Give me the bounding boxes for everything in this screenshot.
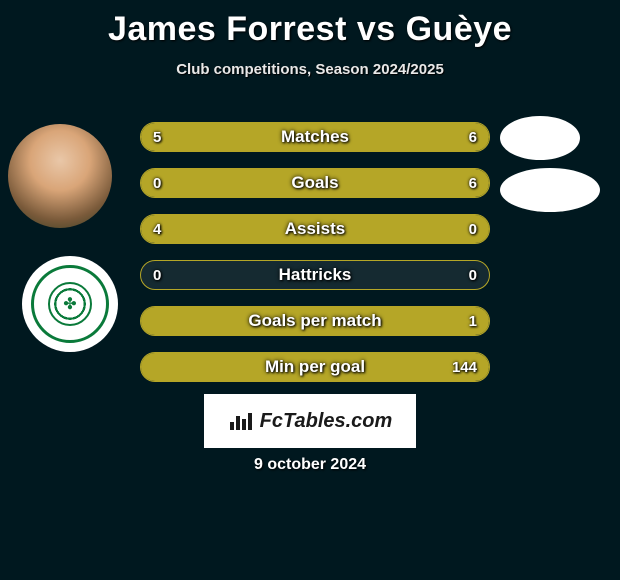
value-left: 0 [153,261,161,289]
metric-row: 56Matches [140,122,490,152]
value-right: 6 [469,169,477,197]
metric-row: 1Goals per match [140,306,490,336]
bar-right-fill [141,307,489,335]
metric-row: 40Assists [140,214,490,244]
value-right: 6 [469,123,477,151]
metric-row: 06Goals [140,168,490,198]
value-right: 144 [452,353,477,381]
bar-left-fill [141,215,489,243]
value-right: 0 [469,261,477,289]
page-subtitle: Club competitions, Season 2024/2025 [0,61,620,78]
bar-left-fill [141,123,298,151]
brand-name: FcTables.com [260,410,393,433]
player-right-avatar-top [500,116,580,160]
player-left-club-badge: ✤ [22,256,118,352]
chart-icon [228,410,254,432]
brand-logo: FcTables.com [204,394,416,448]
player-left-avatar [8,124,112,228]
value-right: 0 [469,215,477,243]
bar-right-fill [141,353,489,381]
metric-row: 144Min per goal [140,352,490,382]
metric-row: 0 0Hattricks [140,260,490,290]
clover-icon: ✤ [63,294,76,314]
metric-label: Hattricks [141,261,489,289]
footer-date: 9 october 2024 [0,456,620,474]
value-right: 1 [469,307,477,335]
page-title: James Forrest vs Guèye [0,0,620,49]
bar-right-fill [141,169,489,197]
bar-right-fill [298,123,489,151]
player-right-avatar-bottom [500,168,600,212]
value-left: 5 [153,123,161,151]
comparison-bars: 56Matches06Goals40Assists00Hattricks1Goa… [140,122,490,398]
value-left: 0 [153,169,161,197]
value-left: 4 [153,215,161,243]
